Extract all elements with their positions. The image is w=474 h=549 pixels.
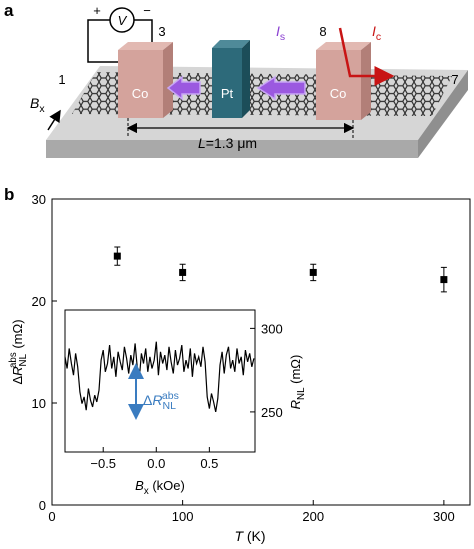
label-part: R <box>288 400 303 409</box>
x-tick-label: 300 <box>433 509 455 524</box>
label-part: I <box>276 23 280 39</box>
substrate-front <box>46 140 418 158</box>
label-part: L <box>198 135 206 151</box>
wire <box>87 19 118 63</box>
plot-frame <box>51 198 471 506</box>
y-tick-label: 250 <box>261 405 283 420</box>
label-part: NL <box>162 400 176 412</box>
electrode-side <box>361 42 371 120</box>
y-tick-label: 10 <box>32 396 46 411</box>
label-part: (mΩ) <box>10 319 25 352</box>
electrode-side <box>242 40 250 118</box>
label-part: I <box>372 23 376 39</box>
wire <box>134 19 153 44</box>
voltmeter-label: V <box>118 13 128 28</box>
y-tick-label: 300 <box>261 321 283 336</box>
label: RNL (mΩ) <box>288 355 307 410</box>
label-part: Δ <box>143 392 152 408</box>
voltmeter <box>109 7 135 33</box>
label: ΔRNLabs <box>143 390 179 412</box>
label: T (K) <box>234 528 265 544</box>
label-part: s <box>280 31 285 43</box>
electrode-side <box>163 42 173 118</box>
label: Bx (kOe) <box>135 478 185 497</box>
electrode-top <box>118 42 173 50</box>
label: Is <box>276 23 285 43</box>
substrate-side <box>418 70 468 158</box>
inset-frame <box>64 309 256 453</box>
x-tick-label: 0.5 <box>200 456 218 471</box>
label-part: B <box>135 478 144 493</box>
electrode <box>118 50 163 118</box>
polarity: + <box>93 3 101 18</box>
schematic: V + − 1 3 8 7 Co Pt Co <box>46 3 468 158</box>
electrode-top <box>212 40 250 48</box>
contact-label: 1 <box>58 72 65 87</box>
label-part: x <box>144 486 149 497</box>
panel-label: a <box>4 1 14 20</box>
polarity: − <box>143 3 151 18</box>
label-part: Δ <box>10 376 25 385</box>
label-part: abs <box>8 352 19 368</box>
label-part: T <box>234 528 244 544</box>
electrode-label: Co <box>132 86 149 101</box>
label-part: NL <box>18 353 29 366</box>
label-part: NL <box>296 387 307 400</box>
x-tick-label: 200 <box>302 509 324 524</box>
point <box>309 268 317 276</box>
label-part: c <box>376 31 381 43</box>
spin-arrow <box>256 75 306 101</box>
signal-line <box>64 341 255 413</box>
contact-label: 7 <box>451 72 458 87</box>
point <box>440 276 448 284</box>
electrode <box>316 50 361 120</box>
field-arrow <box>47 109 61 131</box>
label-part: x <box>39 103 45 115</box>
x-tick-label: −0.5 <box>90 456 116 471</box>
label-part: =1.3 μm <box>206 135 257 151</box>
spin-arrow <box>166 75 201 101</box>
label-part: abs <box>162 390 179 402</box>
charge-arrow <box>338 27 395 86</box>
point <box>113 252 121 260</box>
label: Bx <box>30 95 45 115</box>
y-tick-label: 30 <box>32 192 46 207</box>
label-part: (K) <box>243 528 266 544</box>
contact-label: 3 <box>158 24 165 39</box>
label-part: R <box>152 392 162 408</box>
y-tick-label: 20 <box>32 294 46 309</box>
y-tick-label: 0 <box>39 498 46 513</box>
x-tick-label: 0.0 <box>147 456 165 471</box>
label-part: R <box>10 366 25 375</box>
contact-label: 8 <box>319 24 326 39</box>
x-tick-label: 0 <box>48 509 55 524</box>
x-tick-label: 100 <box>172 509 194 524</box>
electrode-label: Co <box>330 86 347 101</box>
point <box>179 268 187 276</box>
electrode-label: Pt <box>221 86 234 101</box>
label-part: (kOe) <box>149 478 185 493</box>
electrode <box>212 48 242 118</box>
label-part: B <box>30 95 39 111</box>
label: ΔRNLabs (mΩ) <box>8 319 29 384</box>
panel-label: b <box>4 185 14 204</box>
label-part: (mΩ) <box>288 355 303 388</box>
label: L=1.3 μm <box>198 135 257 151</box>
label: Ic <box>372 23 381 43</box>
